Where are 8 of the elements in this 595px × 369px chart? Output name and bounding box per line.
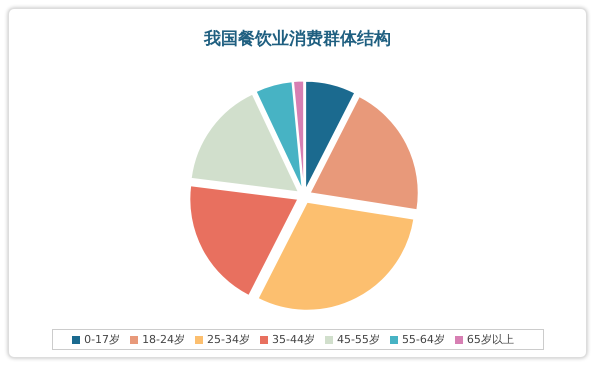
legend-label: 25-34岁	[207, 333, 250, 346]
legend-label: 0-17岁	[84, 333, 120, 346]
legend-label: 65岁以上	[466, 333, 514, 346]
legend-label: 18-24岁	[142, 333, 186, 346]
legend-label: 35-44岁	[272, 333, 315, 346]
chart-title: 我国餐饮业消费群体结构	[202, 28, 392, 51]
legend-label: 45-55岁	[336, 333, 380, 346]
legend-label: 55-64岁	[402, 333, 445, 346]
